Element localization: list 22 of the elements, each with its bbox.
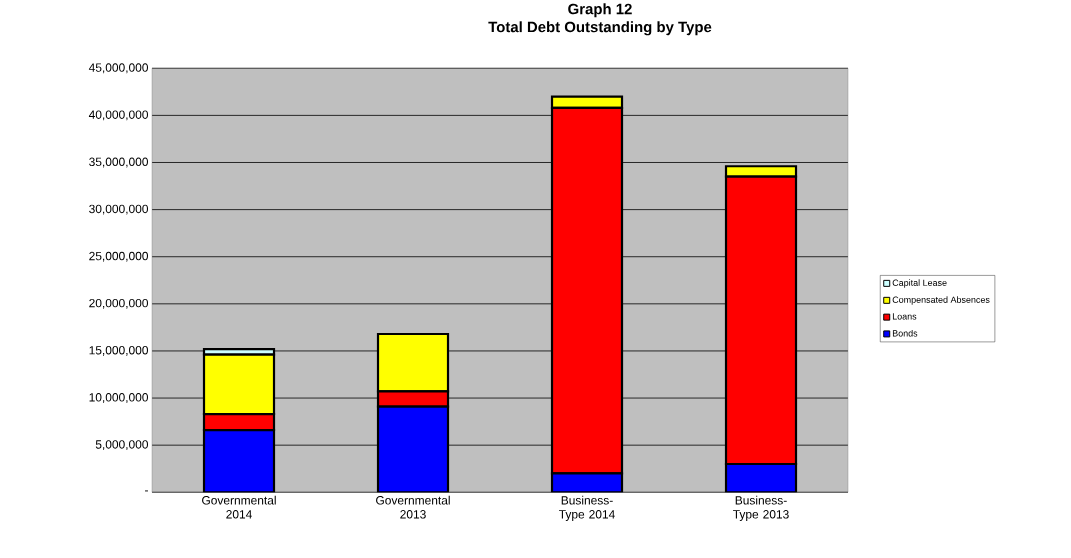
- y-tick-label: 15,000,000: [89, 345, 149, 356]
- legend-label: Loans: [892, 313, 917, 320]
- legend-label: Capital Lease: [892, 279, 947, 288]
- y-tick-label: -: [145, 490, 148, 492]
- x-tick-label: Governmental 2014: [202, 495, 276, 519]
- bar: [376, 405, 450, 493]
- x-tick-label: Business-Type 2013: [733, 495, 789, 521]
- chart-subtitle: Total Debt Outstanding by Type: [488, 21, 712, 36]
- x-tick-label: Governmental 2013: [376, 495, 450, 519]
- x-tick-label: Business-Type 2014: [559, 495, 615, 521]
- y-tick-label: 10,000,000: [89, 392, 149, 403]
- y-tick-label: 30,000,000: [89, 204, 149, 215]
- chart-title: Graph 12: [568, 3, 632, 18]
- y-tick-label: 20,000,000: [89, 298, 149, 309]
- y-tick-label: 25,000,000: [89, 251, 149, 262]
- legend-label: Bonds: [892, 329, 918, 337]
- y-tick-label: 35,000,000: [89, 157, 149, 168]
- y-tick-label: 5,000,000: [95, 440, 149, 450]
- y-tick-label: 40,000,000: [88, 110, 149, 121]
- y-tick-label: 45,000,000: [88, 63, 149, 74]
- bar: [202, 428, 276, 493]
- legend-label: Compensated Absences: [892, 296, 990, 305]
